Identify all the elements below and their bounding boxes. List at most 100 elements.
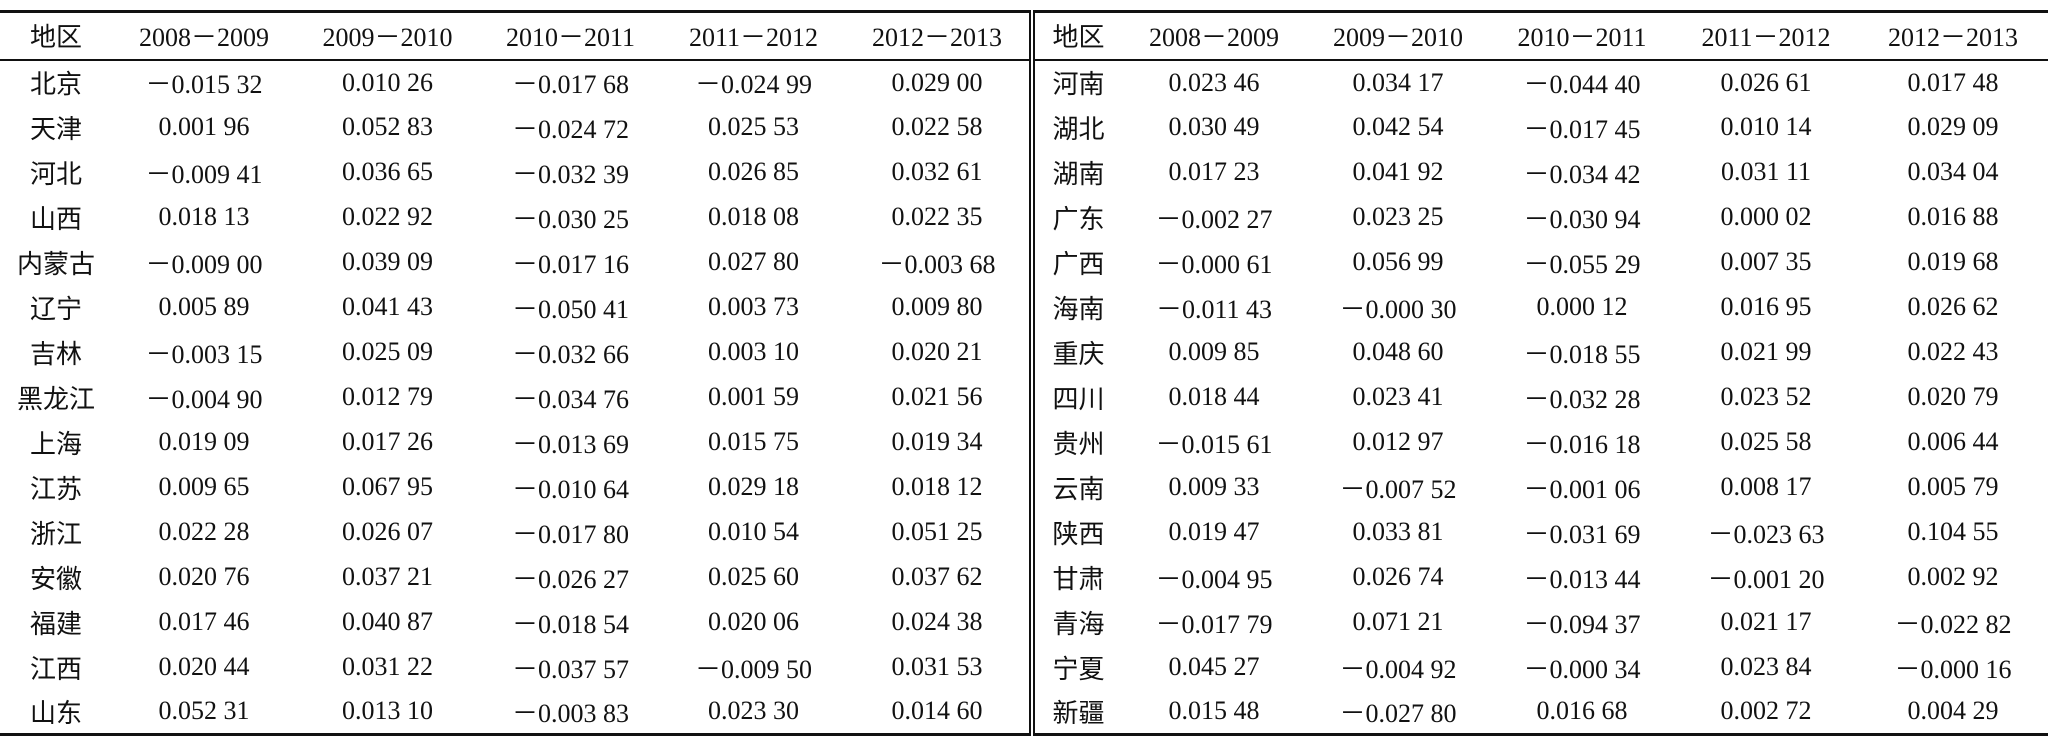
value-cell: －0.000 34: [1523, 654, 1641, 684]
value-cell: 0.026 61: [1720, 67, 1812, 97]
value-cell: 0.022 43: [1907, 337, 1999, 366]
value-cell: －0.011 43: [1155, 294, 1273, 324]
value-cell: 0.025 60: [708, 562, 799, 591]
value-cell: 0.023 25: [1352, 202, 1444, 231]
region-cell: 贵州: [1052, 429, 1105, 459]
value-cell: 0.026 62: [1907, 292, 1999, 321]
value-cell: 0.012 97: [1352, 427, 1444, 456]
value-cell: 0.037 62: [845, 554, 1035, 600]
value-cell: 0.104 55: [1907, 517, 1999, 546]
region-cell: 江西: [29, 654, 82, 684]
region-cell: 湖北: [1052, 114, 1105, 144]
value-cell: 0.007 35: [1720, 247, 1812, 276]
header-cell: 2008－2009: [112, 10, 296, 61]
value-cell: 0.037 21: [342, 562, 433, 591]
value-cell: －0.031 69: [1523, 519, 1641, 549]
value-cell: 0.052 83: [342, 112, 433, 141]
region-cell: 辽宁: [29, 294, 82, 324]
value-cell: 0.022 58: [845, 104, 1035, 150]
value-cell: －0.018 54: [511, 609, 629, 639]
header-cell: 2009－2010: [296, 10, 479, 61]
value-cell: 0.009 85: [1168, 337, 1260, 366]
table-row: 安徽 0.020 76 0.037 21 －0.026 27 0.025 60 0.037…: [0, 554, 2048, 600]
value-cell: 0.023 84: [1720, 652, 1812, 681]
value-cell: 0.009 65: [158, 472, 250, 501]
region-cell: 甘肃: [1052, 564, 1105, 594]
value-cell: －0.017 68: [511, 70, 629, 99]
region-cell: 宁夏: [1052, 654, 1105, 684]
value-cell: 0.026 07: [342, 517, 433, 546]
value-cell: －0.050 41: [511, 294, 629, 324]
value-cell: －0.023 63: [1707, 519, 1825, 549]
value-cell: 0.010 26: [342, 67, 433, 97]
value-cell: 0.023 41: [1352, 382, 1444, 411]
value-cell: －0.000 16: [1894, 654, 2012, 684]
value-cell: 0.004 29: [1858, 689, 2048, 736]
value-cell: －0.004 90: [145, 384, 263, 414]
value-cell: 0.041 92: [1352, 157, 1444, 186]
value-cell: －0.024 72: [511, 114, 629, 144]
value-cell: －0.009 00: [145, 249, 263, 279]
value-cell: 0.006 44: [1907, 427, 1999, 456]
value-cell: 0.016 68: [1490, 689, 1674, 736]
table-row: 辽宁 0.005 89 0.041 43 －0.050 41 0.003 73 0.009…: [0, 284, 2048, 330]
value-cell: 0.003 73: [708, 292, 799, 321]
value-cell: 0.008 17: [1720, 472, 1812, 501]
value-cell: 0.017 48: [1907, 67, 1999, 97]
value-cell: －0.001 06: [1523, 474, 1641, 504]
value-cell: 0.010 14: [1720, 112, 1812, 141]
value-cell: 0.016 95: [1720, 292, 1812, 321]
value-cell: 0.020 06: [708, 607, 799, 636]
value-cell: 0.023 30: [662, 689, 845, 736]
header-cell: 2010－2011: [1490, 10, 1674, 61]
value-cell: 0.024 38: [845, 599, 1035, 645]
value-cell: 0.003 10: [708, 337, 799, 366]
value-cell: 0.026 85: [708, 157, 799, 186]
value-cell: －0.024 99: [694, 70, 812, 99]
region-cell: 山西: [29, 204, 82, 234]
region-cell: 广西: [1052, 249, 1105, 279]
table-header: 地区 2008－2009 2009－2010 2010－2011 2011－2012 20…: [0, 10, 2048, 61]
value-cell: 0.021 99: [1720, 337, 1812, 366]
table-row: 北京 －0.015 32 0.010 26 －0.017 68 －0.024 99 0.0…: [0, 59, 2048, 105]
region-cell: 黑龙江: [16, 384, 95, 414]
value-cell: 0.000 02: [1720, 202, 1812, 231]
region-cell: 河北: [29, 159, 82, 189]
value-cell: －0.037 57: [511, 654, 629, 684]
value-cell: 0.010 54: [708, 517, 799, 546]
table-row: 上海 0.019 09 0.017 26 －0.013 69 0.015 75 0.019…: [0, 419, 2048, 465]
value-cell: 0.067 95: [342, 472, 433, 501]
value-cell: －0.018 55: [1523, 339, 1641, 369]
value-cell: 0.071 21: [1352, 607, 1444, 636]
value-cell: －0.003 83: [479, 689, 662, 736]
value-cell: 0.036 65: [342, 157, 433, 186]
value-cell: 0.020 44: [158, 652, 250, 681]
value-cell: 0.031 11: [1720, 157, 1812, 186]
table-row: 浙江 0.022 28 0.026 07 －0.017 80 0.010 54 0.051…: [0, 509, 2048, 555]
value-cell: －0.013 69: [511, 429, 629, 459]
region-cell: 江苏: [29, 474, 82, 504]
table-row: 天津 0.001 96 0.052 83 －0.024 72 0.025 53 0.022…: [0, 104, 2048, 150]
region-cell: 广东: [1052, 204, 1105, 234]
table-body: 北京 －0.015 32 0.010 26 －0.017 68 －0.024 99 0.0…: [0, 59, 2048, 736]
value-cell: 0.014 60: [845, 689, 1035, 736]
region-cell: 四川: [1052, 384, 1105, 414]
region-cell: 新疆: [1032, 689, 1122, 736]
region-cell: 山东: [0, 689, 112, 736]
region-cell: 浙江: [29, 519, 82, 549]
region-cell: 内蒙古: [16, 249, 95, 279]
value-cell: －0.094 37: [1523, 609, 1641, 639]
value-cell: 0.018 08: [708, 202, 799, 231]
value-cell: －0.004 92: [1339, 654, 1457, 684]
header-row: 地区 2008－2009 2009－2010 2010－2011 2011－2012 20…: [0, 10, 2048, 61]
value-cell: 0.013 10: [296, 689, 479, 736]
value-cell: 0.019 47: [1168, 517, 1260, 546]
value-cell: 0.017 46: [158, 607, 250, 636]
value-cell: －0.055 29: [1523, 249, 1641, 279]
value-cell: －0.009 41: [145, 159, 263, 189]
value-cell: 0.029 00: [845, 59, 1035, 105]
region-cell: 安徽: [29, 564, 82, 594]
value-cell: 0.025 58: [1720, 427, 1812, 456]
value-cell: 0.009 33: [1168, 472, 1260, 501]
